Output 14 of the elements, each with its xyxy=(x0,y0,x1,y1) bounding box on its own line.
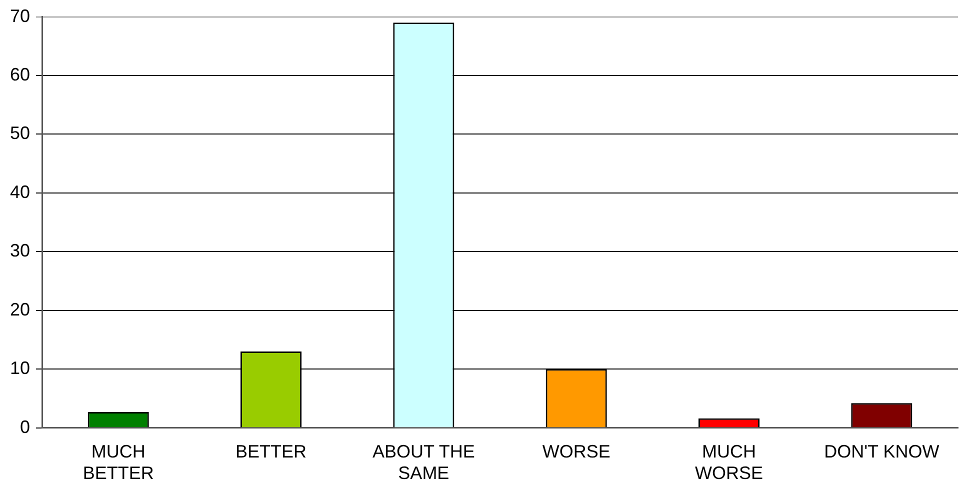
x-tick-label: MUCH WORSE xyxy=(695,442,764,484)
y-tick-label: 30 xyxy=(10,240,30,261)
x-tick-label: DON'T KNOW xyxy=(824,442,940,462)
y-tick-label: 70 xyxy=(10,6,30,26)
y-tick-label: 10 xyxy=(10,358,30,378)
y-tick-label: 0 xyxy=(20,416,30,437)
x-tick-label: WORSE xyxy=(542,442,610,462)
y-tick-label: 40 xyxy=(10,182,30,202)
x-tick-label: BETTER xyxy=(236,442,307,462)
y-tick-label: 20 xyxy=(10,299,30,320)
x-tick-label: ABOUT THE SAME xyxy=(372,442,475,484)
y-tick-label: 60 xyxy=(10,64,30,84)
x-tick-label: MUCH BETTER xyxy=(82,442,154,484)
y-tick-label: 50 xyxy=(10,123,30,144)
